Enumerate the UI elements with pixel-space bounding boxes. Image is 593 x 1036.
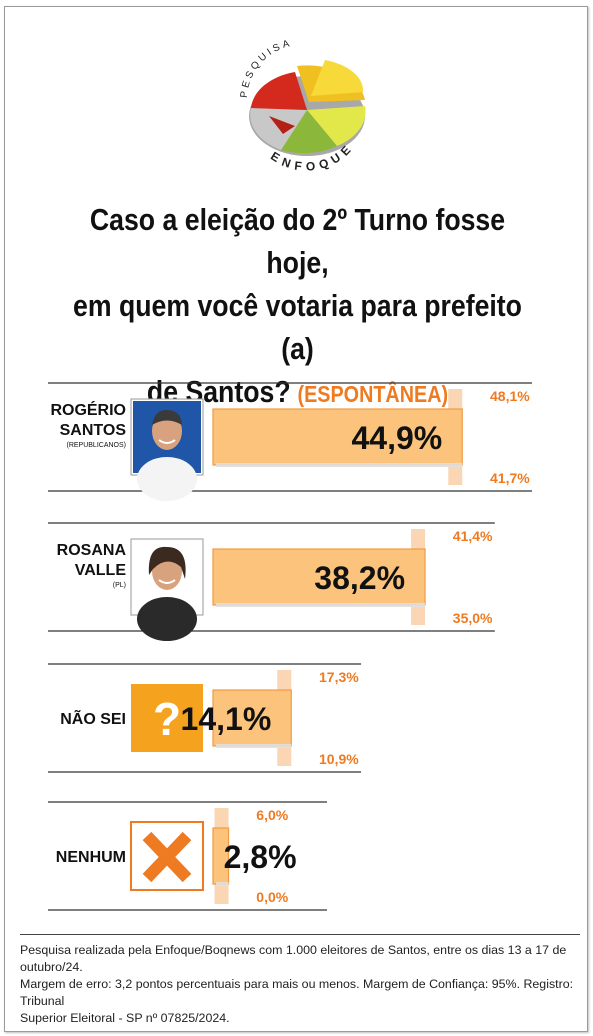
value-label: 44,9% [352,420,443,456]
category-label-line: ROGÉRIO [50,400,126,419]
upper-bound-label: 48,1% [490,388,530,404]
question-icon [131,684,203,752]
footer-divider [20,934,580,935]
lower-bound-label: 35,0% [453,610,493,626]
upper-bound-label: 6,0% [256,807,288,823]
bar-shadow [216,882,229,886]
x-icon-glyph [142,831,192,883]
value-bar [212,408,463,466]
lower-bound-label: 41,7% [490,470,530,486]
person-smile [158,579,176,584]
person-shoulders [137,597,197,641]
party-label: (REPUBLICANOS) [66,442,126,449]
bar-row: NENHUM 2,8% 6,0% 0,0% [48,801,327,911]
upper-bound-label: 17,3% [319,669,359,685]
spontaneous-tag: (ESPONTÂNEA) [297,381,449,407]
category-label-line: SANTOS [60,422,127,439]
poll-card [4,6,588,1032]
question-mark-glyph: ? [153,693,181,745]
person-smile [158,439,176,444]
bar-chart: ROGÉRIO SANTOS (REPUBLICANOS) 44,9% 48,1% 41,… [48,382,532,911]
value-label: 14,1% [181,701,272,737]
footer-line-3: Superior Eleitoral - SP nº 07825/2024. [20,1011,230,1025]
bar-shadow [216,463,463,467]
bar-row: ROGÉRIO SANTOS (REPUBLICANOS) 44,9% 48,1% 41,… [48,382,532,501]
question-title: Caso a eleição do 2º Turno fosse hoje, e… [59,198,536,416]
category-label: NENHUM [56,849,126,866]
logo-pie-icon [249,60,366,156]
person-shoulders [137,457,197,501]
category-label: NÃO SEI [60,708,126,728]
person-hair [148,546,186,579]
question-line-1: Caso a eleição do 2º Turno fosse hoje, [89,202,506,280]
enfoque-logo: PESQUISA ENFOQUE [239,38,366,174]
value-bar [212,689,292,747]
bar-row: ROSANA VALLE (PL) 38,2% 41,4% 35,0% [48,522,495,641]
lower-bound-label: 10,9% [319,751,359,767]
footer-line-2: Margem de erro: 3,2 pontos percentuais p… [20,977,574,1008]
person-hair [152,409,182,425]
bar-row: NÃO SEI? 14,1% 17,3% 10,9% [48,663,362,773]
value-label: 2,8% [224,839,297,875]
lower-bound-label: 0,0% [256,889,288,905]
category-label-line: ROSANA [57,542,127,559]
party-label: (PL) [113,582,126,589]
bar-shadow [216,603,426,607]
footer-line-1: Pesquisa realizada pela Enfoque/Boqnews … [20,943,567,974]
category-label-line: VALLE [75,562,127,579]
upper-bound-label: 41,4% [453,528,493,544]
bar-shadow [216,744,292,748]
value-label: 38,2% [314,560,405,596]
methodology-note: Pesquisa realizada pela Enfoque/Boqnews … [20,942,578,1027]
question-line-2: em quem você votaria para prefeito (a) [73,288,522,366]
